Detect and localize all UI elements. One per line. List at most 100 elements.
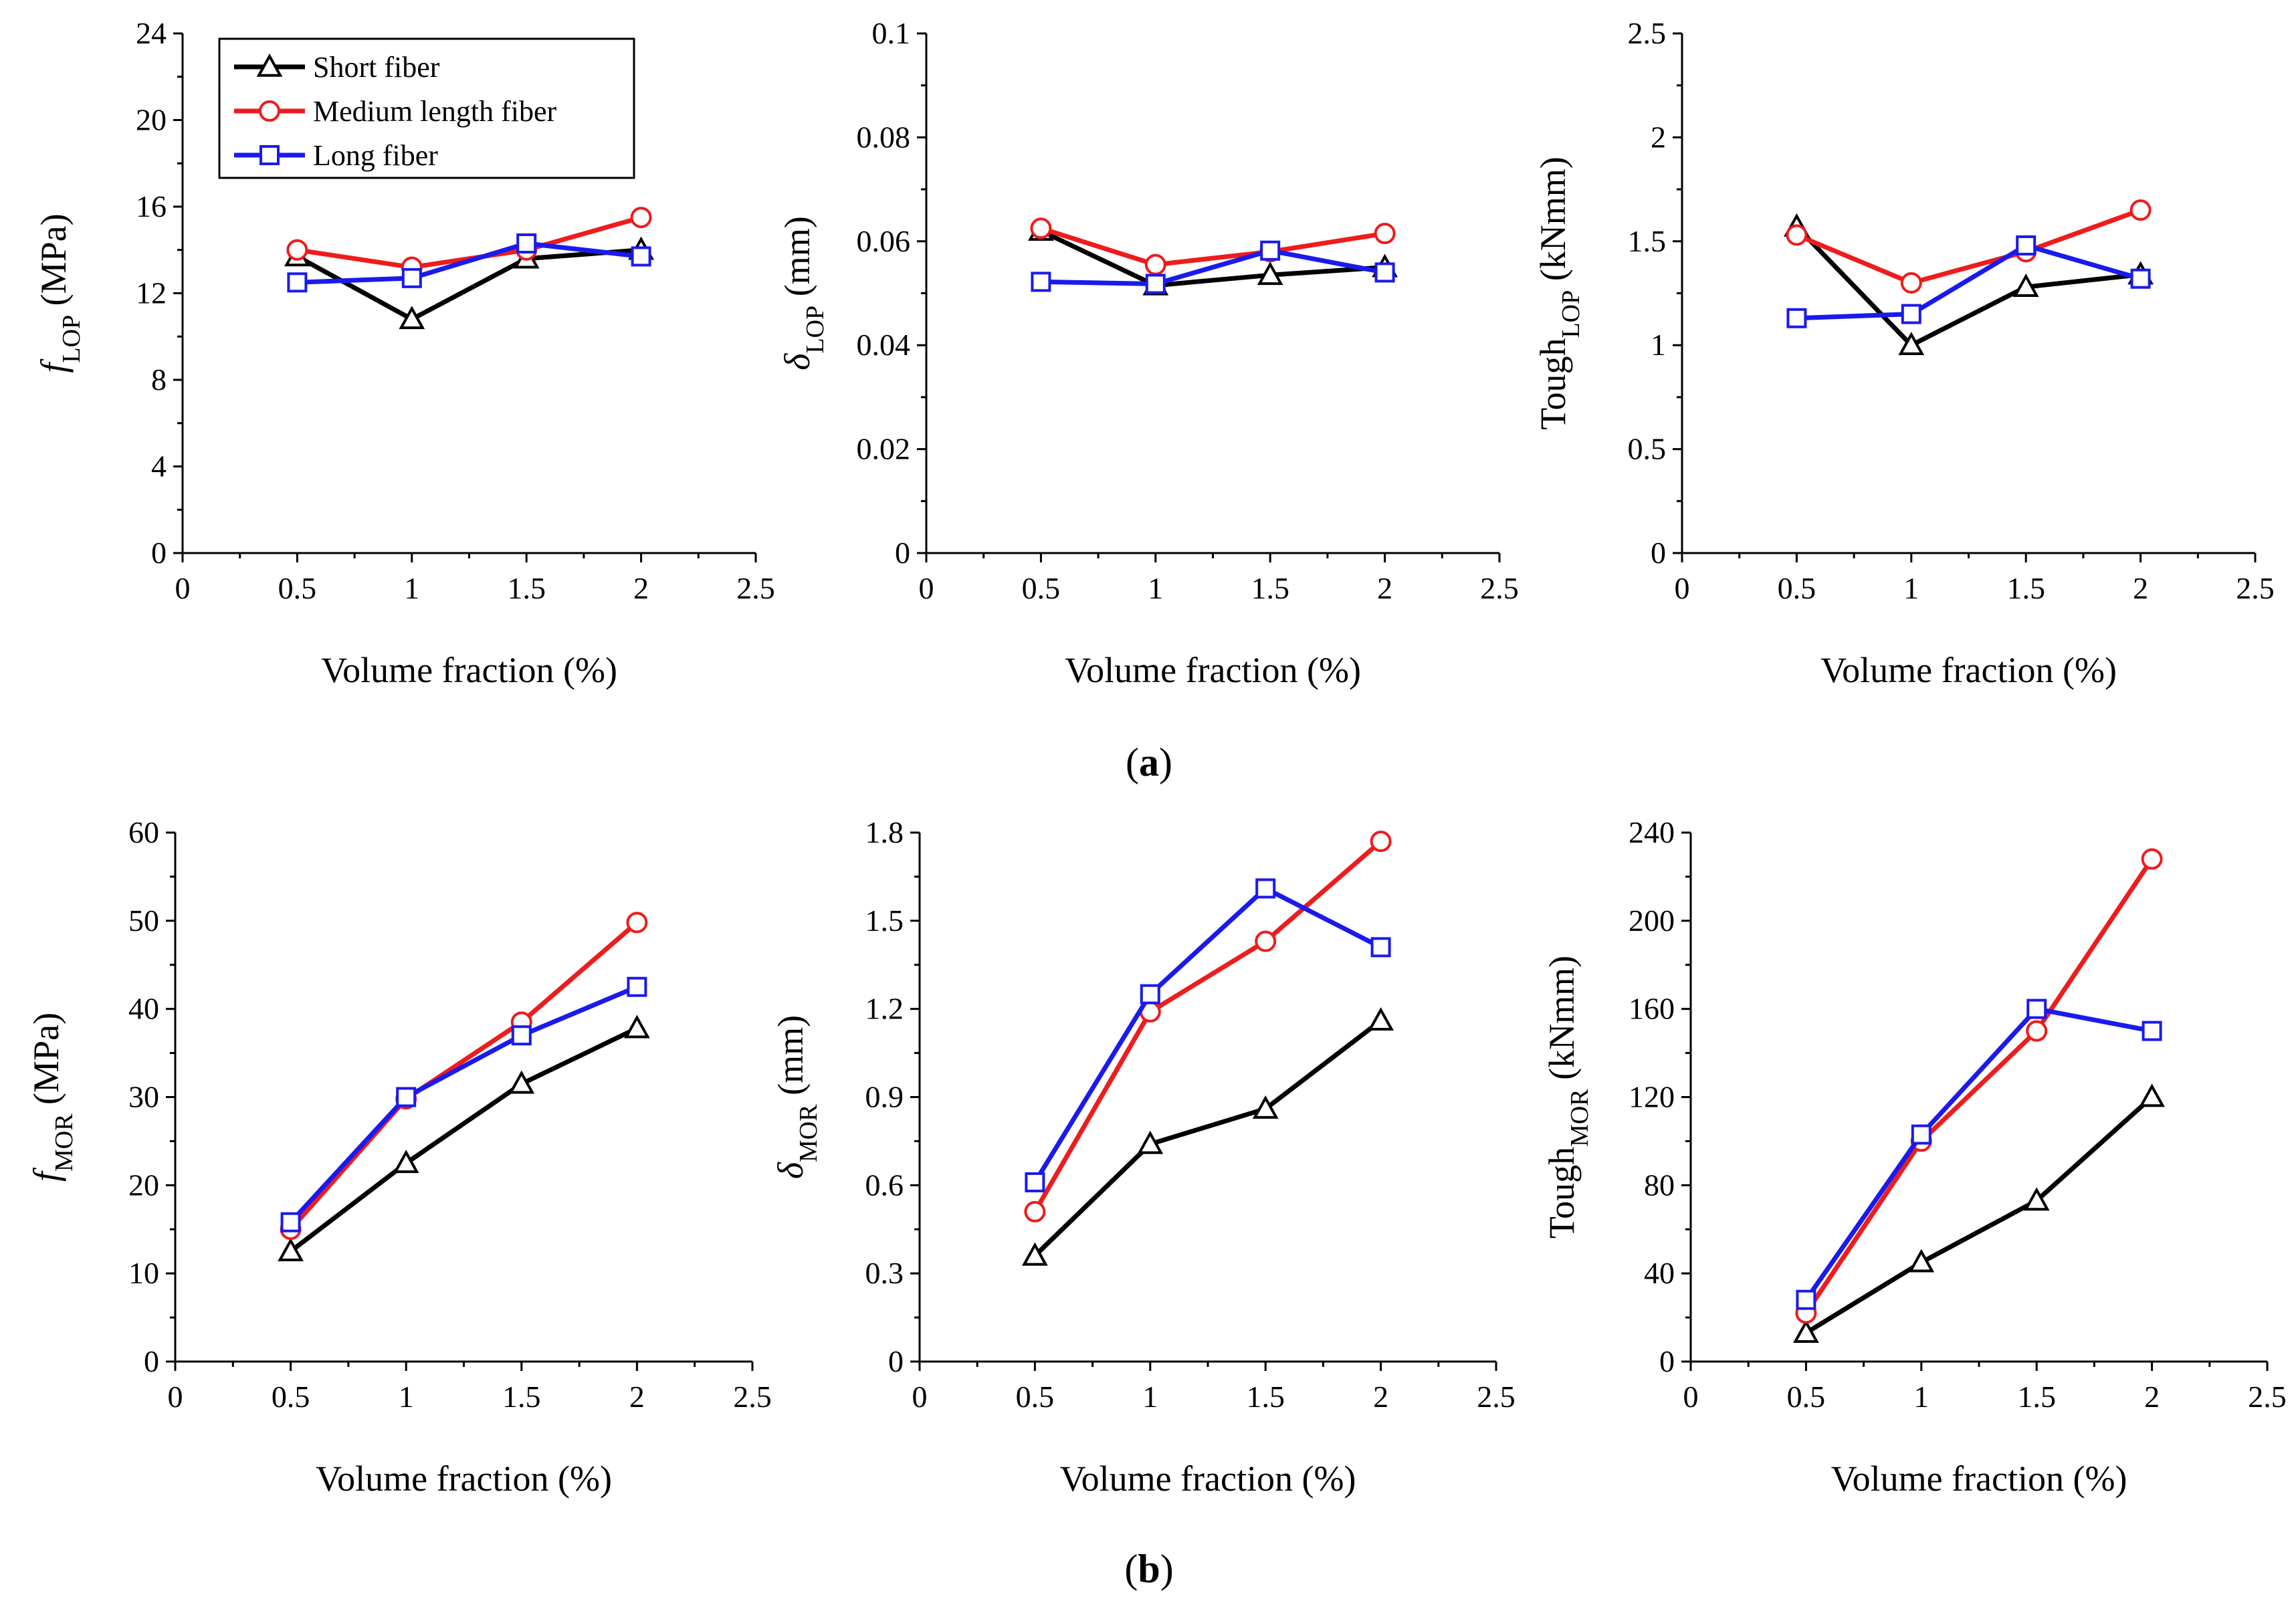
data-point-long-fiber	[280, 1212, 301, 1232]
x-tick-label: 0.5	[1016, 1380, 1055, 1414]
data-point-long-fiber	[627, 976, 647, 997]
data-point-long-fiber	[1031, 272, 1051, 292]
y-tick-label: 20	[128, 1168, 159, 1202]
data-point-short-fiber	[1137, 1130, 1164, 1154]
y-axis-title: δMOR (mm)	[770, 1015, 823, 1179]
y-axis-title: δLOP (mm)	[777, 216, 829, 370]
data-point-short-fiber	[2023, 1187, 2050, 1211]
data-point-short-fiber	[624, 1014, 650, 1039]
y-tick-label: 0	[1651, 536, 1666, 570]
data-point-short-fiber	[399, 306, 425, 330]
x-tick-label: 1.5	[1246, 1380, 1285, 1414]
y-tick-label: 0.9	[865, 1080, 904, 1114]
x-tick-label: 1.5	[502, 1380, 541, 1414]
y-tick-label: 12	[136, 276, 167, 310]
y-tick-label: 0	[151, 536, 167, 570]
data-point-medium-length-fiber	[2026, 1020, 2048, 1042]
data-point-medium-length-fiber	[1374, 223, 1396, 245]
data-point-medium-length-fiber	[1144, 253, 1166, 276]
y-tick-label: 0.02	[857, 432, 911, 466]
data-point-short-fiber	[1252, 1095, 1279, 1119]
data-point-medium-length-fiber	[626, 911, 648, 934]
x-tick-label: 1.5	[2006, 571, 2045, 605]
x-tick-label: 1	[1142, 1380, 1158, 1414]
y-tick-label: 160	[1629, 992, 1675, 1026]
chart-delta_lop: 0 0.02 0.04 0.06 0.08 0.1 0 0.5 1 1.5 2 2.5 Volume f…	[777, 16, 1519, 690]
chart-delta_mor: 0 0.3 0.6 0.9 1.2 1.5 1.8 0 0.5 1 1.5 2 2.5 Volume fr…	[770, 815, 1516, 1499]
series-line-medium-length-fiber	[1796, 207, 2142, 286]
x-tick-label: 2.5	[736, 571, 775, 605]
legend-frame	[218, 37, 635, 179]
x-tick-label: 0.5	[1778, 571, 1816, 605]
y-tick-label: 10	[128, 1256, 159, 1290]
x-axis-title: Volume fraction (%)	[1060, 1459, 1356, 1499]
panel-label-b: (b)	[1124, 1547, 1173, 1591]
y-tick-label: 1.5	[1628, 224, 1667, 258]
data-point-long-fiber	[287, 272, 308, 293]
data-point-medium-length-fiber	[630, 207, 652, 229]
data-point-long-fiber	[1260, 240, 1281, 261]
series-line-short-fiber	[289, 1026, 638, 1253]
data-point-long-fiber	[511, 1025, 532, 1046]
y-axis-title-main: δ	[770, 1162, 811, 1179]
x-tick-label: 2	[1377, 571, 1392, 605]
series-line-medium-length-fiber	[1033, 839, 1382, 1213]
series-line-long-fiber	[297, 241, 641, 285]
series-line-long-fiber	[1796, 243, 2142, 321]
chart-tough_lop: 0 0.5 1 1.5 2 2.5 0 0.5 1 1.5 2 2.5 Volume fraction …	[1533, 16, 2275, 690]
y-tick-label: 20	[136, 103, 167, 137]
x-tick-label: 1	[1913, 1380, 1929, 1414]
y-tick-label: 0.08	[857, 120, 911, 154]
data-point-long-fiber	[516, 233, 537, 254]
y-tick-label: 1	[1651, 328, 1666, 362]
data-point-long-fiber	[2016, 235, 2037, 256]
x-tick-label: 1	[404, 571, 419, 605]
data-point-medium-length-fiber	[1024, 1200, 1046, 1222]
data-point-medium-length-fiber	[1900, 272, 1922, 294]
y-tick-label: 0.06	[857, 224, 911, 258]
x-tick-label: 0	[919, 571, 934, 605]
data-point-short-fiber	[2012, 274, 2039, 297]
y-axis-title-unit: (MPa)	[26, 1012, 66, 1113]
y-tick-label: 16	[136, 189, 167, 223]
x-tick-label: 2	[2133, 571, 2148, 605]
x-axis-title: Volume fraction (%)	[321, 650, 617, 690]
series-line-long-fiber	[1033, 885, 1382, 1184]
y-tick-label: 80	[1644, 1168, 1675, 1202]
x-tick-label: 1	[399, 1380, 414, 1414]
series-line-short-fiber	[1804, 1095, 2154, 1335]
y-axis-title-unit: (mm)	[770, 1015, 811, 1104]
x-tick-label: 1	[1148, 571, 1163, 605]
x-axis-title: Volume fraction (%)	[316, 1459, 612, 1499]
x-axis-title: Volume fraction (%)	[1820, 650, 2117, 690]
series-line-short-fiber	[296, 247, 641, 322]
y-tick-label: 50	[128, 903, 159, 938]
data-point-long-fiber	[1786, 308, 1807, 328]
data-point-long-fiber	[2130, 268, 2151, 289]
series-line-short-fiber	[1033, 1018, 1382, 1258]
y-axis-title-subscript: MOR	[50, 1113, 78, 1172]
data-point-short-fiber	[1898, 332, 1925, 355]
series-line-medium-length-fiber	[1804, 857, 2154, 1315]
legend-marker-long-fiber	[259, 145, 280, 165]
legend-marker-short-fiber	[256, 53, 283, 77]
x-tick-label: 2.5	[2236, 571, 2275, 605]
y-tick-label: 1.5	[865, 903, 904, 938]
data-point-short-fiber	[1257, 261, 1283, 286]
y-tick-label: 1.8	[865, 815, 904, 849]
data-point-short-fiber	[1022, 1242, 1048, 1266]
y-tick-label: 4	[151, 449, 167, 484]
data-point-long-fiber	[1145, 274, 1166, 294]
data-point-short-fiber	[508, 1070, 535, 1094]
panel-label-a: (a)	[1126, 740, 1172, 784]
x-tick-label: 0	[175, 571, 191, 605]
series-line-long-fiber	[1804, 1006, 2153, 1301]
x-tick-label: 1.5	[1251, 571, 1289, 605]
data-point-medium-length-fiber	[1255, 930, 1277, 952]
x-tick-label: 2	[1373, 1380, 1388, 1414]
y-tick-label: 240	[1629, 815, 1675, 849]
y-tick-label: 40	[128, 992, 159, 1026]
x-tick-label: 2.5	[1477, 1380, 1516, 1414]
y-axis-title-subscript: MOR	[795, 1104, 823, 1162]
x-axis-title: Volume fraction (%)	[1065, 650, 1361, 690]
